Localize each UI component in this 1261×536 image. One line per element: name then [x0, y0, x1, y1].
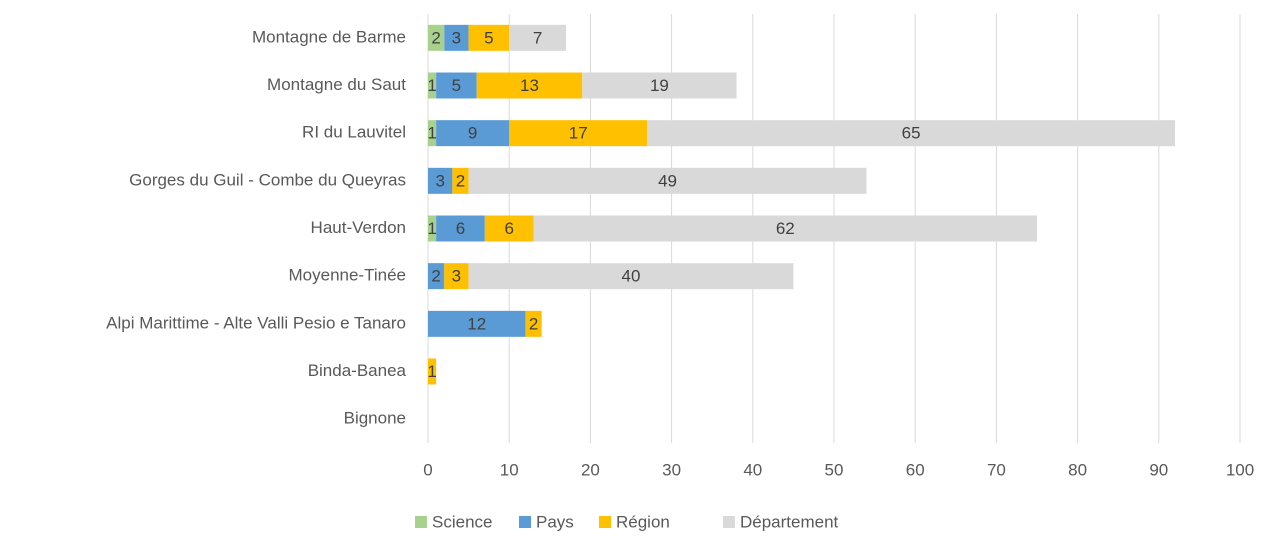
bar-segment — [525, 310, 542, 337]
y-tick-label: Binda-Banea — [308, 361, 407, 380]
bar-segment — [509, 24, 567, 51]
data-label: 3 — [452, 267, 461, 286]
y-tick-label: Montagne du Saut — [267, 75, 406, 94]
data-label: 13 — [520, 76, 539, 95]
x-tick-label: 70 — [987, 460, 1006, 479]
y-tick-label: Moyenne-Tinée — [289, 266, 407, 285]
bar-segment — [428, 358, 437, 385]
bar-segment — [428, 72, 437, 99]
data-label: 5 — [484, 28, 493, 47]
data-label: 5 — [452, 76, 461, 95]
bar-segment — [428, 167, 453, 194]
bar-segment — [452, 167, 469, 194]
bar-segment — [533, 215, 1037, 242]
bar-segment — [428, 120, 437, 147]
data-label: 6 — [504, 219, 513, 238]
bar-segment — [484, 215, 534, 242]
data-label: 2 — [431, 28, 440, 47]
bar-segment — [428, 215, 437, 242]
legend-swatch — [415, 516, 427, 528]
data-label: 1 — [427, 124, 436, 143]
data-label: 19 — [650, 76, 669, 95]
data-label: 3 — [452, 28, 461, 47]
data-label: 40 — [622, 267, 641, 286]
data-label: 2 — [431, 267, 440, 286]
data-label: 1 — [427, 362, 436, 381]
data-label: 7 — [533, 28, 542, 47]
x-tick-label: 50 — [825, 460, 844, 479]
legend-label: Pays — [536, 512, 574, 531]
bar-segment — [476, 72, 583, 99]
data-label: 17 — [569, 124, 588, 143]
bar-segment — [428, 24, 445, 51]
bar-segment — [582, 72, 737, 99]
data-label: 9 — [468, 124, 477, 143]
y-tick-label: Montagne de Barme — [252, 27, 406, 46]
x-tick-label: 30 — [662, 460, 681, 479]
data-label: 62 — [776, 219, 795, 238]
x-tick-label: 100 — [1226, 460, 1254, 479]
bar-segment — [647, 120, 1176, 147]
y-tick-label: Gorges du Guil - Combe du Queyras — [129, 170, 406, 189]
bar-segment — [468, 167, 867, 194]
bar-segment — [428, 263, 445, 290]
bar-segment — [436, 120, 510, 147]
y-tick-label: Alpi Marittime - Alte Valli Pesio e Tana… — [106, 313, 406, 332]
x-tick-label: 10 — [500, 460, 519, 479]
x-tick-label: 60 — [906, 460, 925, 479]
bar-segment — [428, 310, 526, 337]
data-label: 49 — [658, 171, 677, 190]
bar-segment — [436, 215, 485, 242]
data-label: 2 — [456, 171, 465, 190]
bar-segment — [444, 263, 469, 290]
x-tick-label: 20 — [581, 460, 600, 479]
bar-segment — [436, 72, 477, 99]
data-label: 6 — [456, 219, 465, 238]
data-label: 3 — [435, 171, 444, 190]
legend-swatch — [519, 516, 531, 528]
y-tick-label: Haut-Verdon — [311, 218, 406, 237]
bar-segment — [468, 24, 510, 51]
y-tick-label: RI du Lauvitel — [302, 123, 406, 142]
data-label: 1 — [427, 76, 436, 95]
legend-label: Science — [432, 512, 492, 531]
bar-segment — [509, 120, 648, 147]
x-tick-label: 80 — [1068, 460, 1087, 479]
data-label: 2 — [529, 314, 538, 333]
legend-label: Département — [740, 512, 839, 531]
bar-segment — [468, 263, 794, 290]
legend-swatch — [599, 516, 611, 528]
y-tick-label: Bignone — [344, 409, 406, 428]
x-tick-label: 90 — [1149, 460, 1168, 479]
legend-label: Région — [616, 512, 670, 531]
data-label: 1 — [427, 219, 436, 238]
x-tick-label: 0 — [423, 460, 432, 479]
legend-swatch — [723, 516, 735, 528]
x-tick-label: 40 — [743, 460, 762, 479]
data-label: 12 — [467, 314, 486, 333]
bar-segment — [444, 24, 469, 51]
data-label: 65 — [902, 124, 921, 143]
